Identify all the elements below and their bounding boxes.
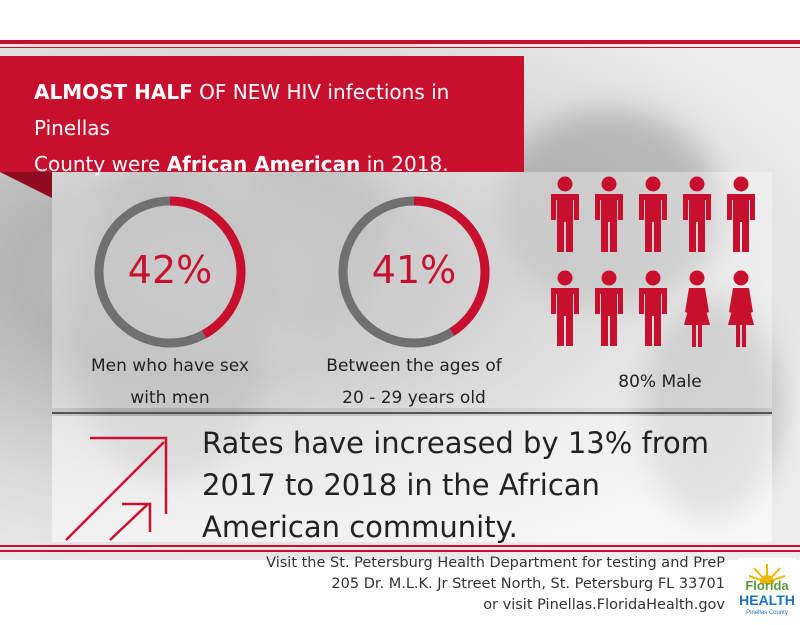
- rates-line-1: Rates have increased by 13% from: [202, 426, 710, 460]
- male-person-icon: [595, 270, 623, 346]
- banner-fold: [0, 172, 52, 198]
- headline-emphasis-1: ALMOST HALF: [34, 80, 193, 104]
- top-rule: [0, 40, 800, 44]
- stat-caption-2-line2: 20 - 29 years old: [342, 388, 486, 408]
- footer-address: 205 Dr. M.L.K. Jr Street North, St. Pete…: [331, 576, 725, 592]
- stat-caption-2: Between the ages of 20 - 29 years old: [304, 350, 524, 414]
- footer-website-link[interactable]: or visit Pinellas.FloridaHealth.gov: [483, 597, 725, 613]
- people-icon-grid: [551, 176, 755, 347]
- male-person-icon: [551, 176, 579, 252]
- rates-statement: Rates have increased by 13% from 2017 to…: [202, 422, 762, 548]
- ring-progress: [94, 196, 246, 348]
- headline-banner: [0, 56, 524, 172]
- male-person-icon: [727, 176, 755, 252]
- sun-icon: [748, 564, 786, 584]
- stat-value-2: 41%: [371, 248, 457, 292]
- male-person-icon: [595, 176, 623, 252]
- headline: ALMOST HALF OF NEW HIV infections in Pin…: [34, 74, 514, 182]
- bottom-rule-2: [0, 550, 800, 552]
- rates-band: [52, 416, 772, 542]
- female-person-icon: [728, 270, 754, 347]
- stat-caption-1-line1: Men who have sex: [91, 356, 249, 376]
- male-person-icon: [639, 176, 667, 252]
- logo-word-county: Pinellas County: [746, 610, 788, 616]
- male-person-icon: [683, 176, 711, 252]
- stat-caption-1: Men who have sex with men: [70, 350, 270, 414]
- rates-line-3: American community.: [202, 510, 518, 544]
- stat-caption-1-line2: with men: [130, 388, 210, 408]
- male-person-icon: [639, 270, 667, 346]
- logo-word-health: HEALTH: [739, 592, 795, 608]
- divider: [52, 412, 772, 414]
- footer-line-1: Visit the St. Petersburg Health Departme…: [266, 555, 725, 571]
- headline-text-2: County were: [34, 152, 161, 176]
- male-person-icon: [551, 270, 579, 346]
- stat-caption-2-line1: Between the ages of: [326, 356, 502, 376]
- trend-up-arrow-icon: [65, 436, 168, 541]
- stat-ring-2: [338, 196, 490, 348]
- rates-line-2: 2017 to 2018 in the African: [202, 468, 600, 502]
- stat-ring-1: [94, 196, 246, 348]
- headline-text-3: in 2018.: [366, 152, 449, 176]
- headline-text-1: OF NEW HIV infections in Pinellas: [34, 80, 450, 140]
- headline-emphasis-2: African American: [166, 152, 361, 176]
- logo-word-florida: Florida: [745, 578, 789, 593]
- gender-caption: 80% Male: [618, 372, 702, 392]
- stat-value-1: 42%: [127, 248, 213, 292]
- florida-health-logo: Florida HEALTH Pinellas County: [738, 558, 796, 622]
- female-person-icon: [684, 270, 710, 347]
- top-rule-thin: [0, 47, 800, 48]
- footer-info: Visit the St. Petersburg Health Departme…: [165, 553, 725, 616]
- ring-progress: [338, 196, 490, 348]
- bottom-rule: [0, 545, 800, 547]
